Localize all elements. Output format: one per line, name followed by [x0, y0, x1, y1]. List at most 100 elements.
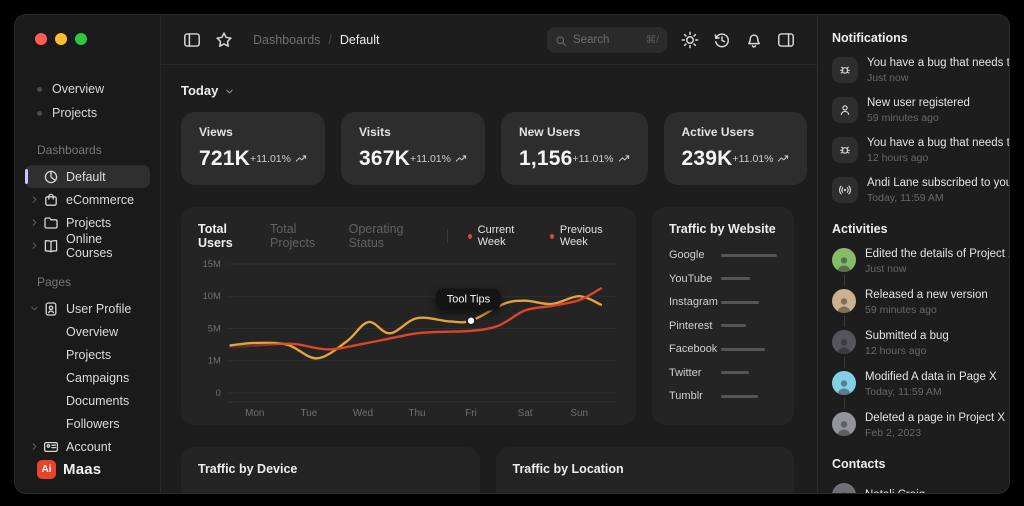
activity-time: Today, 11:59 AM: [865, 386, 942, 398]
website-bar-track: [721, 371, 777, 374]
close-window-button[interactable]: [35, 33, 47, 45]
chart-legend: Current Week Previous Week: [467, 224, 619, 248]
timeline-connector: [844, 398, 845, 409]
sidebar-nav-item[interactable]: Campaigns: [25, 366, 150, 389]
dashboards-section-label: Dashboards: [37, 143, 102, 157]
website-bar-track: [721, 277, 777, 280]
breadcrumb-item[interactable]: Dashboards: [253, 32, 321, 47]
stat-value: 721K: [199, 147, 251, 170]
notification-item[interactable]: New user registered 59 minutes ago: [832, 97, 995, 124]
right-panel-toggle-icon[interactable]: [777, 31, 795, 49]
dashboards-list: Default eCommerce Projects Online Course…: [25, 165, 150, 260]
activity-text: Submitted a bug: [865, 330, 949, 342]
sidebar-nav-item[interactable]: Followers: [25, 412, 150, 435]
trending-up-icon: [295, 153, 307, 165]
sidebar-nav-item[interactable]: Default: [25, 165, 150, 188]
avatar: [832, 412, 856, 436]
history-icon[interactable]: [713, 31, 731, 49]
search-input[interactable]: [573, 33, 640, 46]
stat-label: Views: [199, 125, 233, 139]
legend-label: Current Week: [477, 224, 515, 248]
notification-item[interactable]: You have a bug that needs t... Just now: [832, 57, 1009, 84]
favorites-item[interactable]: Projects: [25, 101, 150, 125]
svg-text:Sat: Sat: [518, 408, 533, 419]
sidebar-nav-item[interactable]: eCommerce: [25, 188, 150, 211]
stat-delta-value: +11.01%: [250, 153, 291, 165]
chart-tab[interactable]: Total Users: [198, 222, 233, 250]
charts-row: Total Users Total Projects Operating Sta…: [181, 207, 794, 425]
bullet-icon: [37, 86, 42, 92]
timeline-connector: [844, 357, 845, 368]
svg-text:Fri: Fri: [465, 408, 477, 419]
stat-value: 1,156: [518, 147, 573, 170]
notification-item[interactable]: You have a bug that needs t... 12 hours …: [832, 137, 1009, 164]
stat-card: New Users 1,156 +11.01%: [500, 112, 648, 185]
contact-item[interactable]: Natali Craig: [832, 483, 995, 493]
notification-text: You have a bug that needs t...: [867, 57, 1009, 69]
contacts-title: Contacts: [832, 457, 886, 471]
website-bar: [721, 253, 777, 257]
search-box[interactable]: ⌘/: [547, 26, 667, 53]
website-bar-track: [721, 324, 777, 327]
activity-item[interactable]: Modified A data in Page X Today, 11:59 A…: [832, 371, 997, 409]
favorite-star-icon[interactable]: [215, 31, 233, 49]
svg-text:1M: 1M: [208, 355, 221, 366]
website-bar-track: [721, 253, 777, 257]
sidebar-nav-item[interactable]: User Profile: [25, 297, 150, 320]
activity-item[interactable]: Released a new version 59 minutes ago: [832, 289, 995, 327]
chart-tab[interactable]: Total Projects: [270, 222, 316, 250]
avatar: [832, 289, 856, 313]
stat-delta: +11.01%: [573, 153, 630, 165]
contact-name: Natali Craig: [865, 489, 925, 493]
avatar: [832, 248, 856, 272]
card-title: Traffic by Location: [512, 462, 624, 476]
website-name: Facebook: [669, 343, 718, 355]
logo-badge-icon: Ai: [37, 460, 56, 479]
sidebar-nav-item[interactable]: Projects: [25, 211, 150, 234]
id-card-icon: [43, 439, 59, 455]
stat-value: 239K: [681, 147, 733, 170]
right-panel: Notifications You have a bug that needs …: [817, 15, 1009, 493]
notifications-bell-icon[interactable]: [745, 31, 763, 49]
website-bar: [721, 371, 749, 374]
sidebar-nav-item[interactable]: Documents: [25, 389, 150, 412]
line-chart[interactable]: 0 1M 5M 10M 15M Mon Tue Wed Thu Fri Sat Sun Tool Ti…: [198, 256, 619, 421]
main-content: Today Views 721K +11.01%: [161, 65, 817, 493]
sidebar-toggle-icon[interactable]: [183, 31, 201, 49]
website-row: Google: [669, 249, 777, 261]
activity-item[interactable]: Deleted a page in Project X Feb 2, 2023: [832, 412, 1005, 439]
search-shortcut: ⌘/: [645, 33, 659, 46]
search-icon: [555, 34, 567, 46]
website-row: Tumblr: [669, 390, 777, 402]
sidebar-nav-item[interactable]: Account: [25, 435, 150, 458]
website-name: Instagram: [669, 296, 718, 308]
favorites-item[interactable]: Overview: [25, 77, 150, 101]
legend-item: Current Week: [467, 224, 532, 248]
bug-icon: [832, 57, 858, 83]
sidebar-nav-item[interactable]: Projects: [25, 343, 150, 366]
broadcast-icon: [832, 177, 858, 203]
notification-item[interactable]: Andi Lane subscribed to you Today, 11:59…: [832, 177, 1009, 204]
pages-list: User Profile Overview Projects Campaigns: [25, 297, 150, 458]
traffic-by-device-card: Traffic by Device: [181, 447, 480, 493]
website-bar: [721, 324, 746, 327]
zoom-window-button[interactable]: [75, 33, 87, 45]
sidebar-nav-item[interactable]: Overview: [25, 320, 150, 343]
activity-item[interactable]: Edited the details of Project X Just now: [832, 248, 1009, 286]
notification-time: 12 hours ago: [867, 152, 929, 164]
stat-card: Views 721K +11.01%: [181, 112, 325, 185]
breadcrumb: Dashboards / Default: [253, 33, 380, 47]
notifications-list: You have a bug that needs t... Just now …: [832, 57, 1009, 204]
sidebar-nav-item[interactable]: Online Courses: [25, 232, 150, 260]
notification-text: Andi Lane subscribed to you: [867, 177, 1009, 189]
svg-text:0: 0: [216, 387, 221, 398]
stat-label: Active Users: [681, 125, 755, 139]
notification-time: Today, 11:59 AM: [867, 192, 944, 204]
activity-item[interactable]: Submitted a bug 12 hours ago: [832, 330, 995, 368]
svg-text:Tue: Tue: [301, 408, 318, 419]
stat-delta: +11.01%: [250, 153, 307, 165]
period-dropdown[interactable]: Today: [181, 83, 235, 98]
chart-tab[interactable]: Operating Status: [348, 222, 404, 250]
minimize-window-button[interactable]: [55, 33, 67, 45]
theme-sun-icon[interactable]: [681, 31, 699, 49]
